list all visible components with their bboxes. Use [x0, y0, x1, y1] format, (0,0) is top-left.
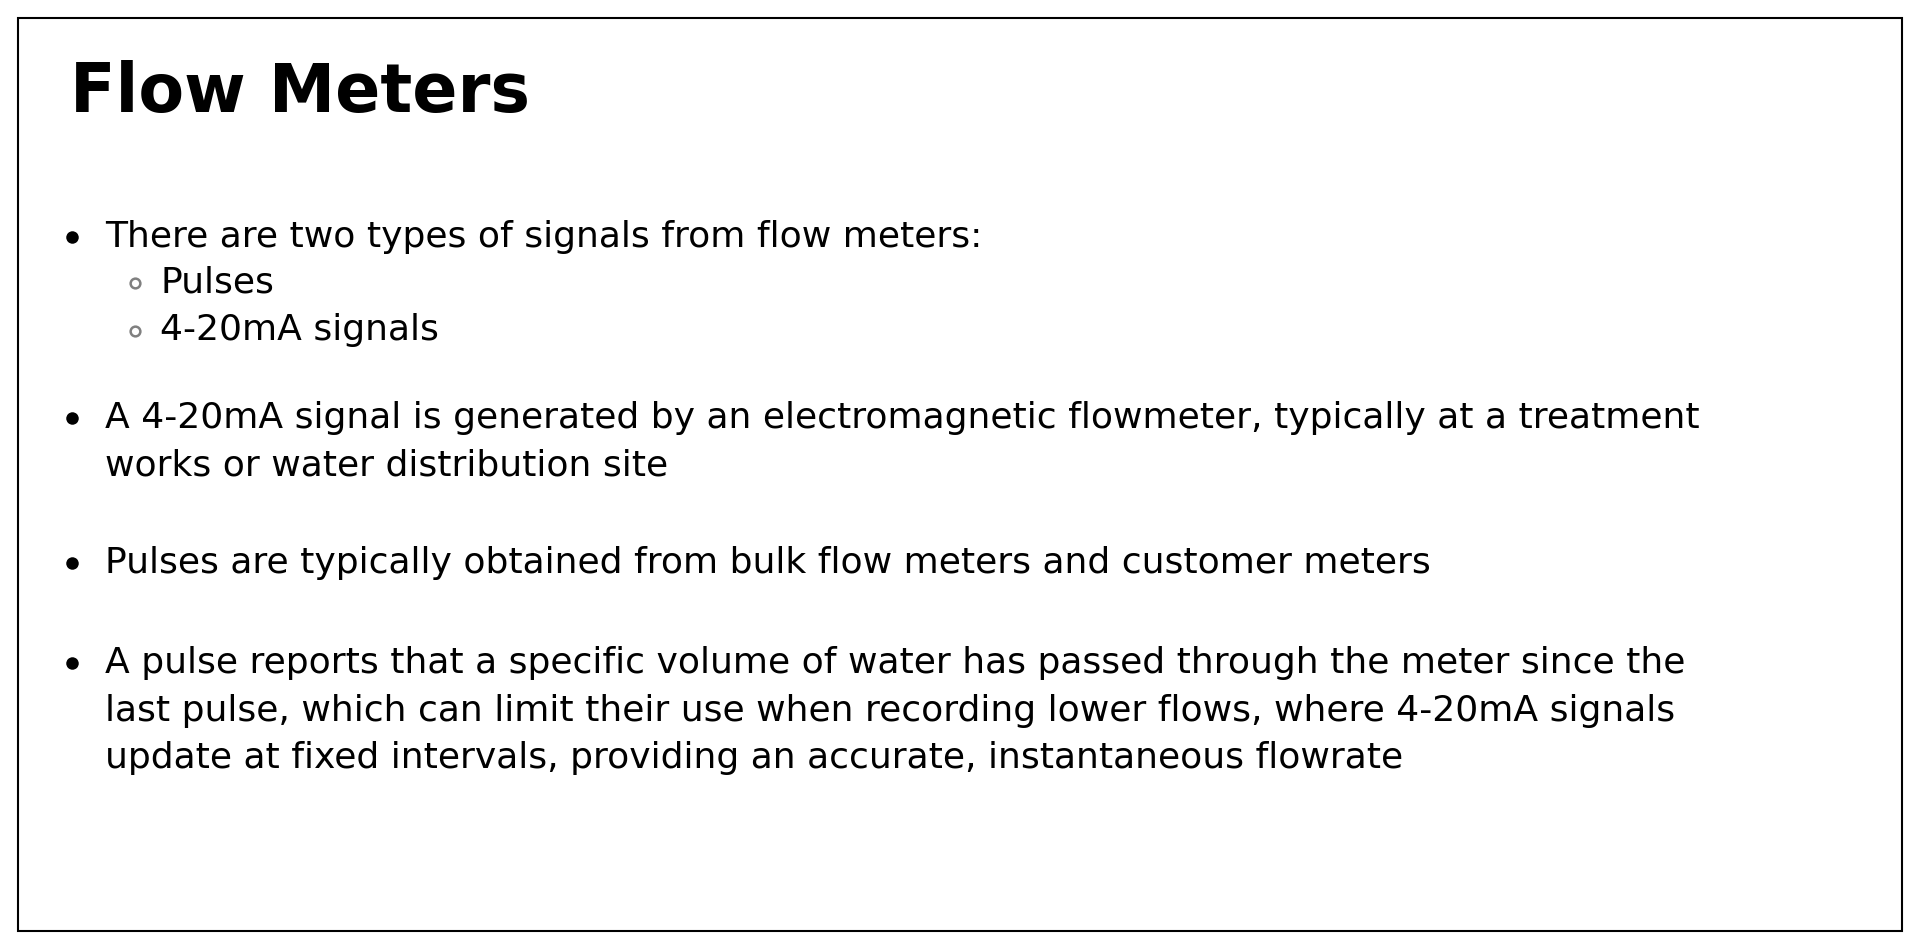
Text: A 4-20mA signal is generated by an electromagnetic flowmeter, typically at a tre: A 4-20mA signal is generated by an elect… [106, 401, 1699, 482]
Text: Flow Meters: Flow Meters [69, 60, 530, 126]
Text: Pulses are typically obtained from bulk flow meters and customer meters: Pulses are typically obtained from bulk … [106, 546, 1430, 580]
Text: A pulse reports that a specific volume of water has passed through the meter sin: A pulse reports that a specific volume o… [106, 646, 1686, 775]
Text: There are two types of signals from flow meters:: There are two types of signals from flow… [106, 220, 983, 254]
Text: Pulses: Pulses [159, 265, 275, 299]
Text: 4-20mA signals: 4-20mA signals [159, 313, 440, 347]
